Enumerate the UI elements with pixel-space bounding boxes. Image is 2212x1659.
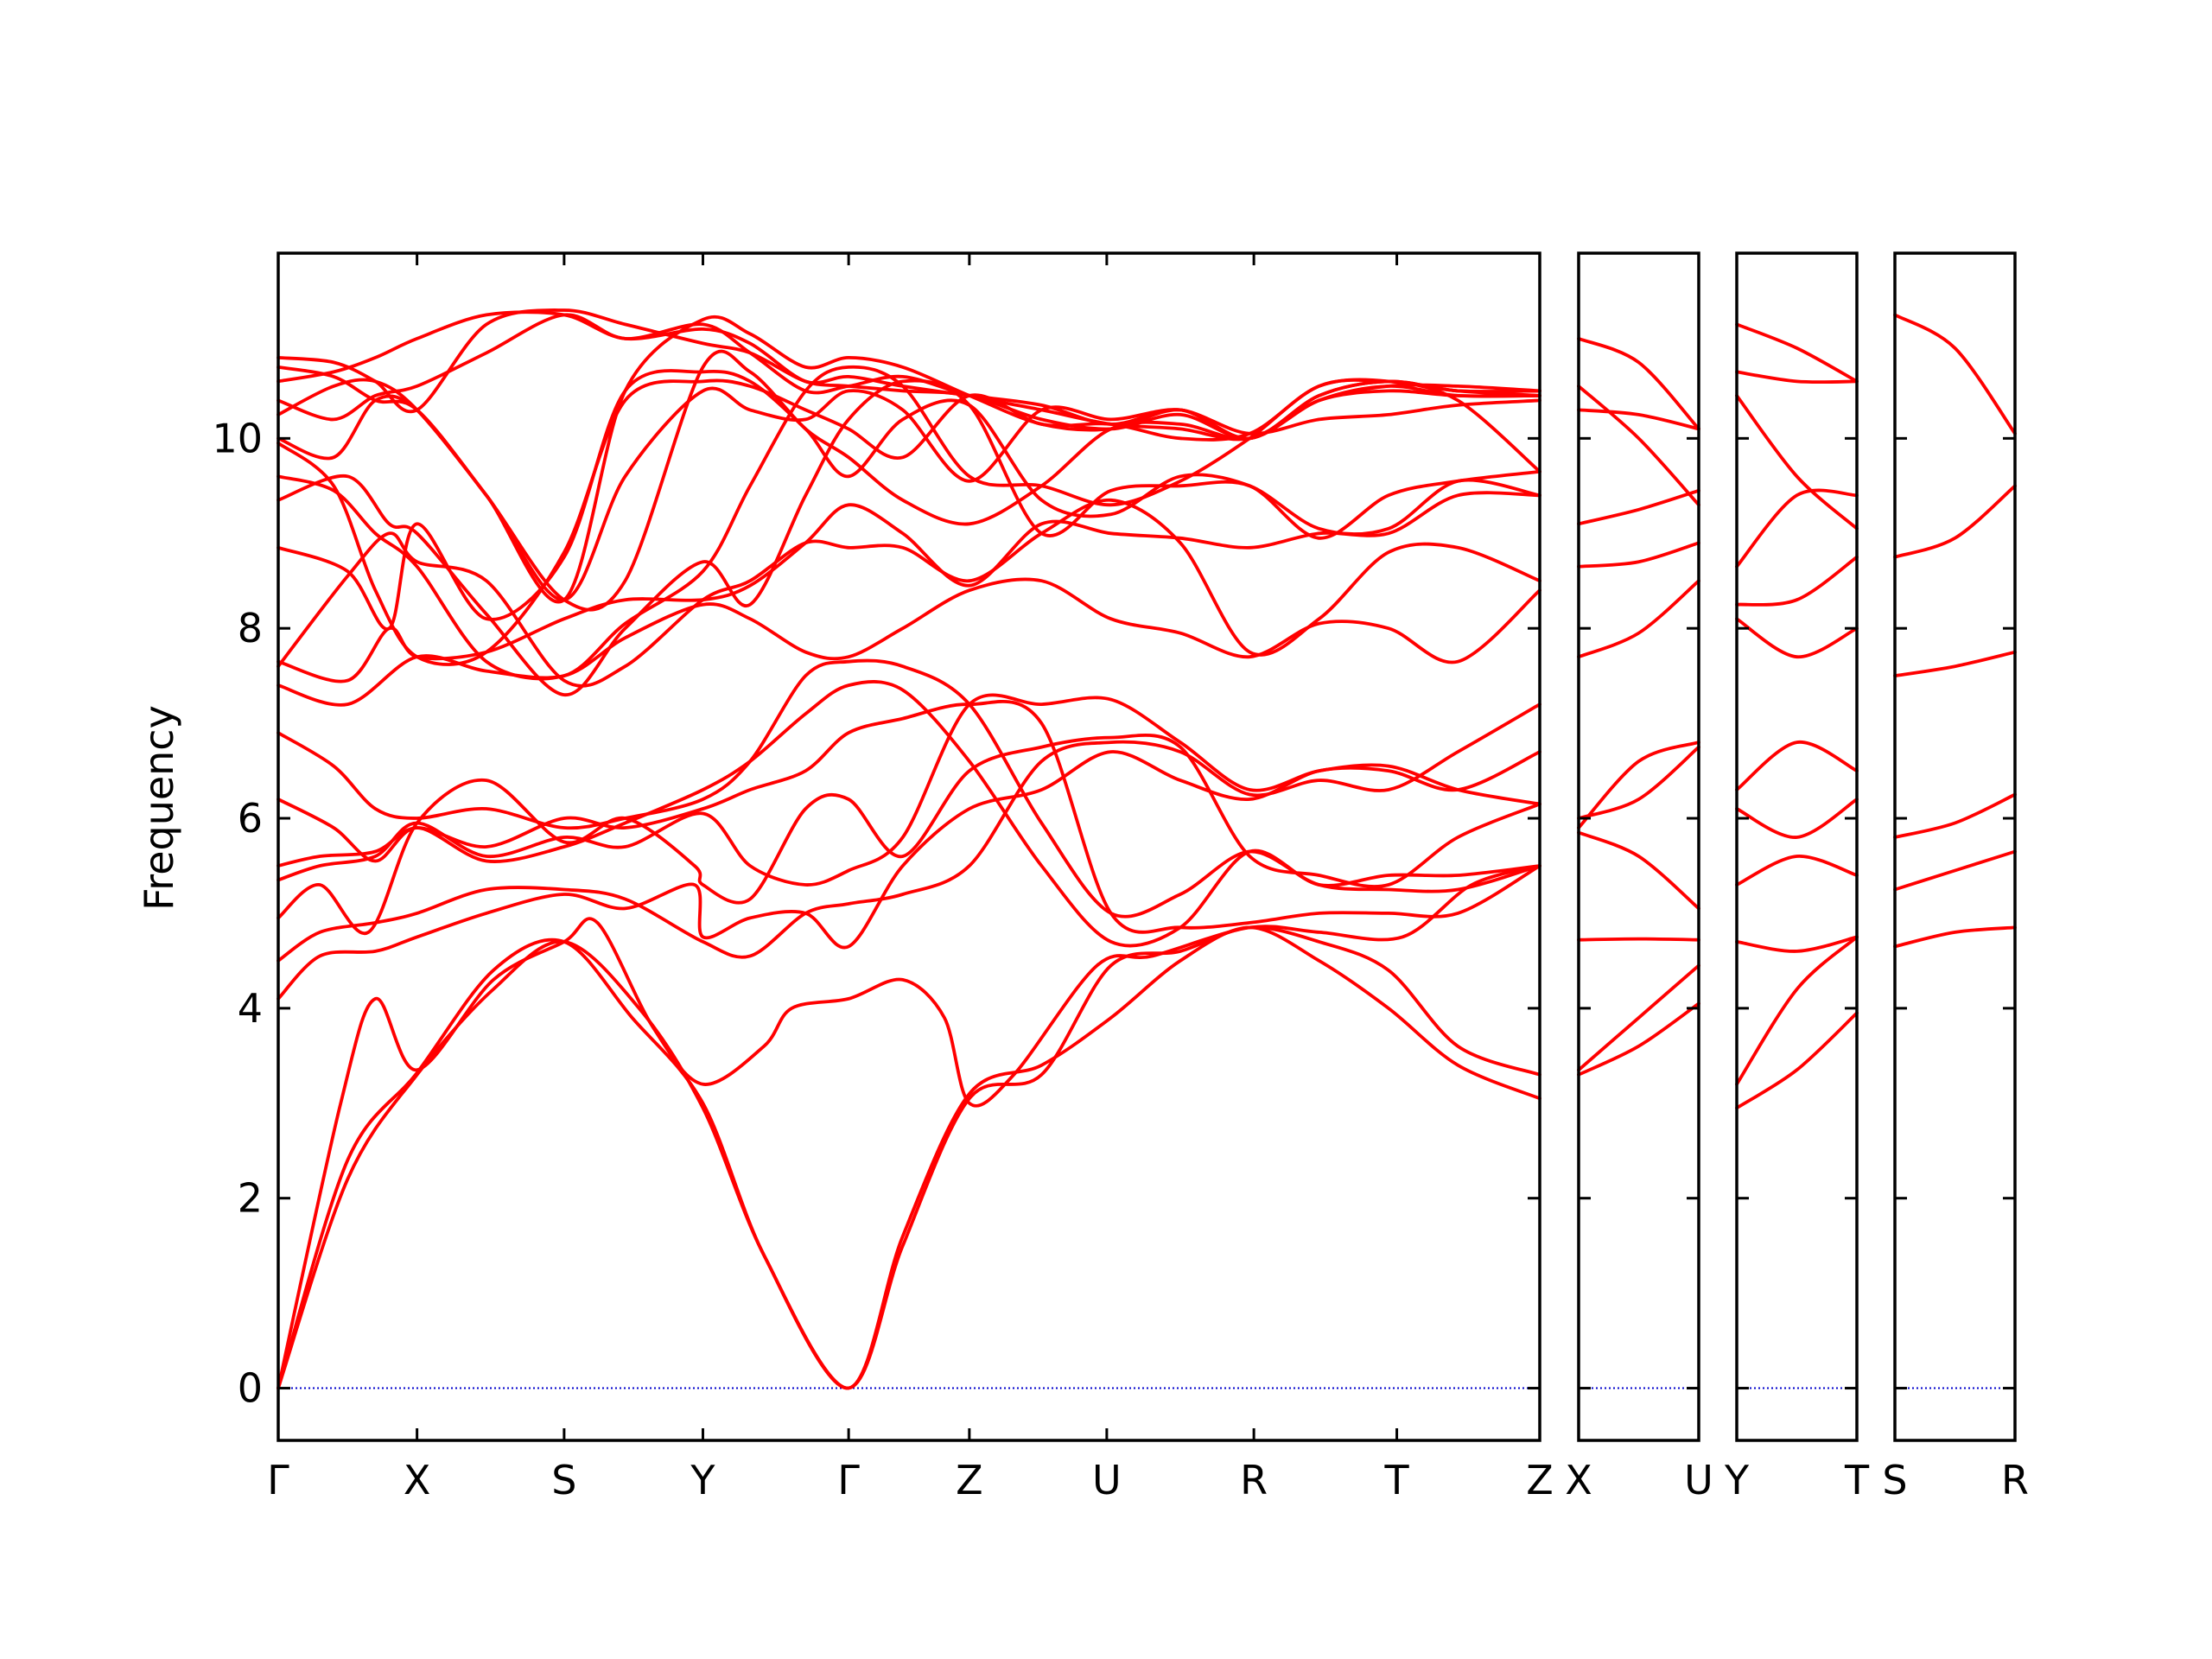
- x-tick-label: U: [1684, 1457, 1713, 1503]
- y-axis-label: Frequency: [136, 705, 182, 911]
- band-7: [276, 693, 1541, 887]
- band-22: [276, 315, 1541, 604]
- band-20: [276, 313, 1541, 442]
- panel-frame: [276, 251, 1541, 1442]
- y-tick-label: 4: [238, 985, 263, 1032]
- x-tick-label: Y: [1724, 1457, 1750, 1503]
- band-panel-1: 0 2 4 6 8 10 Γ X S Y Γ Z U R T Z: [212, 251, 1554, 1503]
- band-2: [1577, 963, 1700, 1072]
- x-tick-label: S: [551, 1457, 576, 1503]
- band-3: [1577, 937, 1700, 942]
- band-9: [1735, 488, 1859, 569]
- band-2: [276, 925, 1541, 1390]
- panel-frame: [1735, 251, 1859, 1442]
- band-10: [276, 658, 1541, 918]
- band-4: [1735, 855, 1859, 887]
- x-tick-label: T: [1844, 1457, 1870, 1503]
- x-tick-label: S: [1882, 1457, 1907, 1503]
- x-tick-label: Γ: [267, 1457, 289, 1503]
- band-7: [1577, 579, 1700, 659]
- band-4: [276, 750, 1541, 1001]
- band-1: [276, 925, 1541, 1390]
- panel-frame: [1893, 251, 2017, 1442]
- band-11: [276, 577, 1541, 707]
- x-tick-label: Γ: [837, 1457, 860, 1503]
- band-3: [1893, 792, 2017, 839]
- band-15: [276, 378, 1541, 696]
- band-9: [1577, 488, 1700, 526]
- x-tick-label: U: [1092, 1457, 1122, 1503]
- x-tick-label: T: [1384, 1457, 1410, 1503]
- band-4: [1893, 650, 2017, 677]
- band-5: [1735, 798, 1859, 839]
- x-tick-label: X: [1565, 1457, 1592, 1503]
- band-6: [1577, 745, 1700, 820]
- x-tick-label: Y: [690, 1457, 715, 1503]
- band-2: [1735, 935, 1859, 1086]
- band-10: [1577, 408, 1700, 431]
- band-10: [1735, 394, 1859, 531]
- band-1: [1893, 925, 2017, 949]
- x-tick-label: Z: [956, 1457, 983, 1503]
- band-8: [276, 699, 1541, 934]
- band-12: [1735, 322, 1859, 384]
- band-13: [276, 491, 1541, 683]
- band-6: [1735, 741, 1859, 791]
- band-9: [276, 680, 1541, 948]
- band-1: [1577, 1001, 1700, 1077]
- band-14: [276, 369, 1541, 631]
- x-tick-label: X: [404, 1457, 431, 1503]
- x-tick-label: Z: [1526, 1457, 1554, 1503]
- band-7: [1735, 617, 1859, 659]
- band-5: [276, 702, 1541, 963]
- y-tick-label: 10: [212, 415, 263, 461]
- x-tick-label: R: [1240, 1457, 1268, 1503]
- band-4: [1577, 830, 1700, 911]
- band-5: [1577, 741, 1700, 830]
- band-8: [1577, 541, 1700, 569]
- band-3: [1735, 935, 1859, 953]
- band-6: [276, 733, 1541, 936]
- band-23: [276, 308, 1541, 441]
- y-tick-label: 8: [238, 605, 263, 652]
- band-12: [1577, 337, 1700, 431]
- band-21: [276, 310, 1541, 441]
- band-11: [1735, 370, 1859, 385]
- band-17: [276, 378, 1541, 666]
- band-19: [276, 378, 1541, 602]
- band-2: [1893, 849, 2017, 892]
- panel-frame: [1577, 251, 1700, 1442]
- x-tick-label: R: [2001, 1457, 2029, 1503]
- band-5: [1893, 484, 2017, 559]
- y-tick-label: 2: [238, 1175, 263, 1222]
- band-8: [1735, 555, 1859, 607]
- band-11: [1577, 385, 1700, 507]
- y-tick-label: 0: [238, 1365, 263, 1412]
- band-1: [1735, 1011, 1859, 1110]
- y-tick-label: 6: [238, 795, 263, 842]
- band-3: [276, 864, 1541, 1390]
- band-6: [1893, 313, 2017, 435]
